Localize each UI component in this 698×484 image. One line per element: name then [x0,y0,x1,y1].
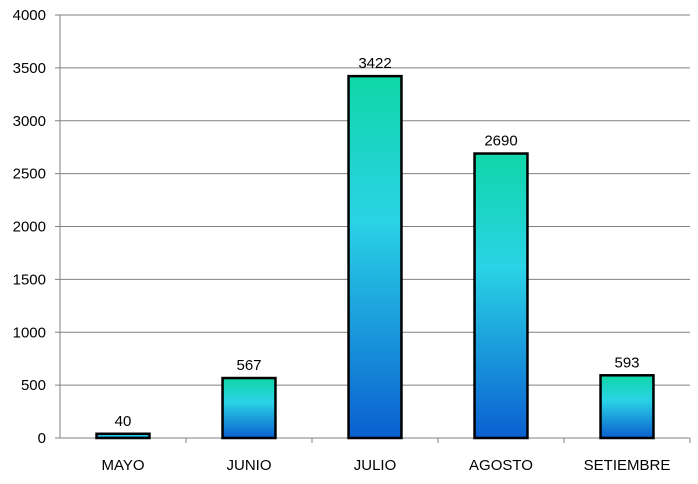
y-tick-label: 3000 [13,113,46,130]
y-tick-label: 3500 [13,60,46,77]
y-tick-label: 1500 [13,271,46,288]
x-tick-label: AGOSTO [469,457,533,474]
y-tick-label: 4000 [13,7,46,24]
y-tick-label: 2000 [13,219,46,236]
data-label: 567 [236,357,261,374]
bar [221,376,277,440]
bar [599,374,655,440]
labels: 0 500 1000 1500 2000 2500 3000 3500 4000 40 MAYO 56… [13,7,671,474]
y-tick-label: 1000 [13,324,46,341]
data-label: 3422 [358,55,391,72]
data-label: 2690 [484,133,517,150]
x-tick-label: JUNIO [227,457,272,474]
y-tick-label: 2500 [13,166,46,183]
y-tick-label: 500 [21,377,46,394]
data-label: 593 [614,354,639,371]
bar [347,74,403,440]
y-tick-label: 0 [38,430,46,447]
bar [473,152,529,440]
x-tick-label: JULIO [354,457,397,474]
bar [95,432,151,440]
data-label: 40 [115,413,132,430]
x-tick-label: SETIEMBRE [584,457,671,474]
bars [95,74,655,440]
x-tick-label: MAYO [101,457,144,474]
